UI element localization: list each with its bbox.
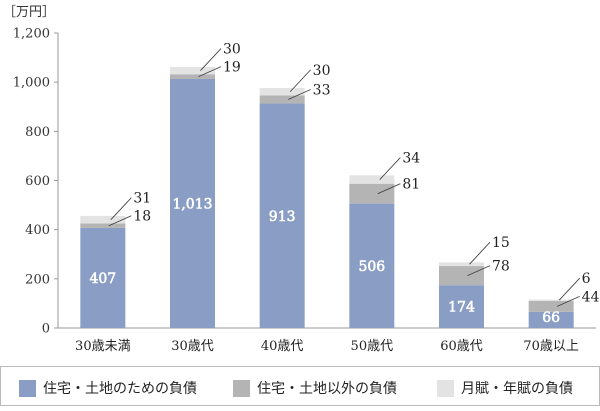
leader-line: [379, 157, 401, 180]
x-tick-label: 30歳未満: [75, 339, 131, 354]
data-label-inside: 913: [269, 209, 296, 225]
legend-label-housing-debt: 住宅・土地のための負債: [43, 381, 197, 397]
legend-label-other-debt: 住宅・土地以外の負債: [257, 381, 397, 397]
x-tick-label: 50歳代: [351, 339, 394, 354]
y-axis-unit-label: ［万円］: [3, 5, 55, 20]
leader-line: [108, 215, 132, 227]
bar-segment: [170, 66, 215, 75]
data-label-outside: 78: [492, 259, 510, 275]
bar-segment: [170, 78, 215, 329]
legend-label-installment-debt: 月賦・年賦の負債: [461, 381, 573, 397]
x-tick-label: 40歳代: [261, 339, 304, 354]
bar-segment: [80, 227, 126, 328]
y-tick-label: 200: [25, 272, 50, 287]
data-label-outside: 30: [313, 63, 331, 79]
bar-segment: [259, 103, 305, 328]
legend-swatch-housing-debt: [19, 379, 36, 397]
data-label-inside: 66: [542, 310, 560, 326]
y-tick-label: 1,200: [13, 27, 50, 42]
legend-swatch-other-debt: [233, 379, 250, 397]
x-tick-label: 60歳代: [440, 339, 483, 354]
bar-segment: [349, 175, 395, 184]
data-labels: 407 18 31 1,013 19 30 913 33 30 506 81 34 174 78 15 66 4…: [89, 42, 600, 327]
y-tick-label: 800: [25, 125, 50, 140]
leader-line: [289, 69, 311, 93]
data-label-outside: 15: [492, 235, 510, 251]
y-tick-label: 600: [25, 174, 50, 189]
bar-segment: [259, 95, 305, 104]
data-label-inside: 1,013: [172, 196, 212, 212]
axes: 0 200 400 600 800 1,000 1,200 30歳未満 30歳代 40歳代 50歳代…: [13, 27, 596, 354]
bars: [80, 66, 574, 329]
data-label-outside: 44: [582, 289, 600, 305]
bar-segment: [349, 203, 395, 328]
stacked-bar-chart: ［万円］ 0 200 400 600 800 1,000 1,200 30歳未満 30歳代 40歳…: [3, 5, 600, 354]
data-label-inside: 174: [448, 300, 475, 316]
data-label-outside: 34: [402, 151, 420, 167]
leader-line: [467, 265, 491, 277]
data-label-outside: 33: [313, 82, 331, 98]
leader-line: [200, 48, 222, 71]
bar-segment: [80, 215, 126, 224]
bar-segment: [80, 223, 126, 228]
bar-segment: [439, 262, 484, 267]
x-tick-label: 30歳代: [171, 339, 214, 354]
x-tick-label: 70歳以上: [523, 339, 579, 354]
legend-item-installment-debt: 月賦・年賦の負債: [437, 378, 573, 398]
y-tick-label: 400: [25, 223, 50, 238]
bar-segment: [528, 299, 574, 301]
leader-line: [377, 183, 401, 195]
leader-line: [198, 66, 222, 78]
data-label-inside: 407: [89, 271, 116, 287]
data-label-outside: 30: [223, 42, 241, 58]
bar-segment: [439, 285, 484, 328]
data-label-outside: 18: [133, 209, 151, 225]
legend-swatch-installment-debt: [437, 379, 454, 397]
leader-line: [110, 197, 132, 221]
leader-line: [556, 295, 580, 307]
bar-segment: [259, 88, 305, 96]
bar-segment: [528, 311, 574, 328]
leader-line: [287, 89, 311, 100]
bar-segment: [439, 266, 484, 286]
leader-line: [469, 241, 491, 265]
legend-item-housing-debt: 住宅・土地のための負債: [19, 378, 197, 398]
data-label-outside: 19: [223, 60, 241, 76]
bar-segment: [349, 183, 395, 204]
legend-item-other-debt: 住宅・土地以外の負債: [233, 378, 397, 398]
leader-line: [558, 277, 580, 301]
legend: 住宅・土地のための負債 住宅・土地以外の負債 月賦・年賦の負債: [0, 366, 600, 406]
data-label-inside: 506: [358, 259, 385, 275]
bar-segment: [170, 74, 215, 79]
data-label-outside: 81: [402, 177, 420, 193]
y-tick-label: 1,000: [13, 76, 50, 91]
bar-segment: [528, 300, 574, 312]
data-label-outside: 31: [133, 191, 151, 207]
y-tick-label: 0: [42, 322, 50, 337]
data-label-outside: 6: [582, 271, 591, 287]
